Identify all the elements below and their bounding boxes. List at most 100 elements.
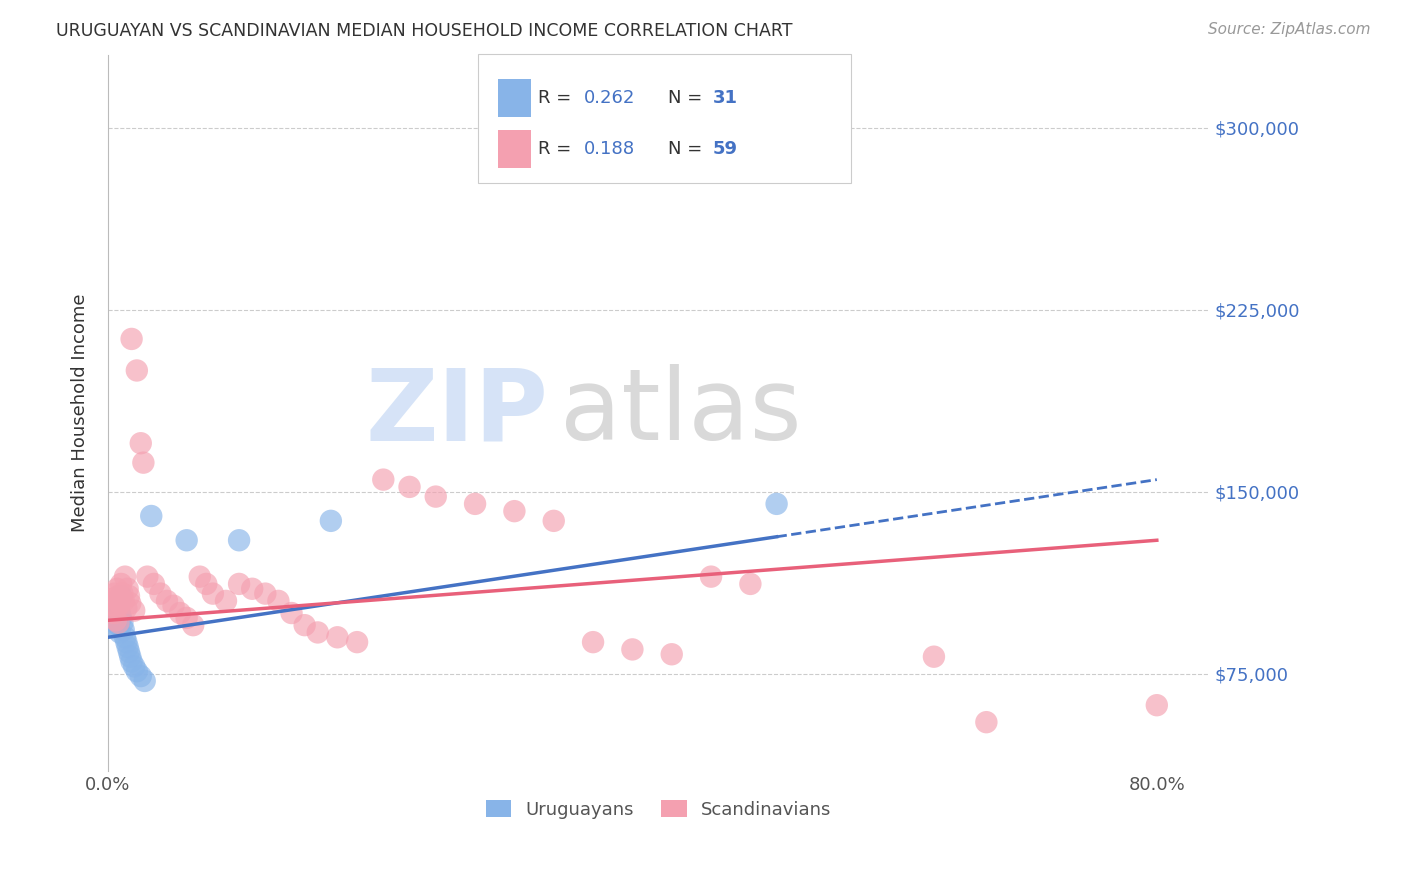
Point bbox=[346, 635, 368, 649]
Point bbox=[104, 594, 127, 608]
Point bbox=[105, 582, 128, 596]
Text: ZIP: ZIP bbox=[366, 365, 548, 461]
Point bbox=[134, 673, 156, 688]
Point bbox=[326, 630, 349, 644]
Text: R =: R = bbox=[538, 89, 572, 107]
Point bbox=[132, 456, 155, 470]
Point bbox=[103, 591, 125, 606]
Point bbox=[108, 596, 131, 610]
Point bbox=[114, 569, 136, 583]
Point bbox=[107, 618, 129, 632]
Text: 59: 59 bbox=[713, 140, 738, 158]
Point bbox=[108, 606, 131, 620]
Point bbox=[115, 601, 138, 615]
Point bbox=[117, 582, 139, 596]
Point bbox=[176, 533, 198, 548]
Point bbox=[107, 615, 129, 630]
Point bbox=[425, 490, 447, 504]
Point bbox=[280, 606, 302, 620]
Point bbox=[136, 569, 159, 583]
Point bbox=[104, 613, 127, 627]
Point bbox=[103, 606, 125, 620]
Point bbox=[503, 504, 526, 518]
Point bbox=[661, 647, 683, 661]
Point bbox=[110, 611, 132, 625]
Point bbox=[107, 589, 129, 603]
Point bbox=[240, 582, 263, 596]
Point bbox=[700, 569, 723, 583]
Point bbox=[103, 611, 125, 625]
Point bbox=[228, 577, 250, 591]
Point bbox=[188, 569, 211, 583]
Point bbox=[254, 586, 277, 600]
Point bbox=[543, 514, 565, 528]
Point bbox=[110, 589, 132, 603]
Point bbox=[621, 642, 644, 657]
Point bbox=[122, 604, 145, 618]
Point bbox=[156, 594, 179, 608]
Text: URUGUAYAN VS SCANDINAVIAN MEDIAN HOUSEHOLD INCOME CORRELATION CHART: URUGUAYAN VS SCANDINAVIAN MEDIAN HOUSEHO… bbox=[56, 22, 793, 40]
Point bbox=[125, 363, 148, 377]
Point bbox=[582, 635, 605, 649]
Point bbox=[120, 649, 142, 664]
Point bbox=[115, 635, 138, 649]
Text: R =: R = bbox=[538, 140, 572, 158]
Text: N =: N = bbox=[668, 89, 702, 107]
Point bbox=[112, 594, 135, 608]
Point bbox=[176, 611, 198, 625]
Point bbox=[307, 625, 329, 640]
Point bbox=[121, 332, 143, 346]
Point bbox=[110, 577, 132, 591]
Point bbox=[117, 640, 139, 654]
Point bbox=[105, 601, 128, 615]
Point bbox=[104, 604, 127, 618]
Point bbox=[111, 615, 134, 630]
Point bbox=[104, 621, 127, 635]
Point bbox=[105, 608, 128, 623]
Point bbox=[114, 630, 136, 644]
Point bbox=[101, 606, 124, 620]
Legend: Uruguayans, Scandinavians: Uruguayans, Scandinavians bbox=[478, 793, 838, 826]
Point bbox=[976, 715, 998, 730]
Point bbox=[169, 606, 191, 620]
Point bbox=[120, 596, 142, 610]
Point bbox=[118, 645, 141, 659]
Text: atlas: atlas bbox=[560, 365, 801, 461]
Text: N =: N = bbox=[668, 140, 702, 158]
Point bbox=[195, 577, 218, 591]
Point bbox=[922, 649, 945, 664]
Point bbox=[112, 623, 135, 637]
Point bbox=[121, 655, 143, 669]
Point bbox=[129, 436, 152, 450]
Point bbox=[215, 594, 238, 608]
Point bbox=[105, 613, 128, 627]
Point bbox=[162, 599, 184, 613]
Point bbox=[464, 497, 486, 511]
Point bbox=[103, 599, 125, 613]
Point bbox=[294, 618, 316, 632]
Point bbox=[125, 665, 148, 679]
Text: 0.262: 0.262 bbox=[583, 89, 636, 107]
Point bbox=[319, 514, 342, 528]
Text: 31: 31 bbox=[713, 89, 738, 107]
Point bbox=[765, 497, 787, 511]
Point bbox=[103, 586, 125, 600]
Point bbox=[142, 577, 165, 591]
Point bbox=[740, 577, 762, 591]
Point bbox=[141, 508, 163, 523]
Point bbox=[228, 533, 250, 548]
Point bbox=[267, 594, 290, 608]
Point bbox=[129, 669, 152, 683]
Point bbox=[122, 659, 145, 673]
Point bbox=[118, 589, 141, 603]
Point bbox=[1146, 698, 1168, 713]
Point bbox=[103, 615, 125, 630]
Point bbox=[149, 586, 172, 600]
Point bbox=[111, 586, 134, 600]
Text: Source: ZipAtlas.com: Source: ZipAtlas.com bbox=[1208, 22, 1371, 37]
Y-axis label: Median Household Income: Median Household Income bbox=[72, 293, 89, 533]
Text: 0.188: 0.188 bbox=[583, 140, 634, 158]
Point bbox=[108, 625, 131, 640]
Point bbox=[181, 618, 204, 632]
Point bbox=[201, 586, 224, 600]
